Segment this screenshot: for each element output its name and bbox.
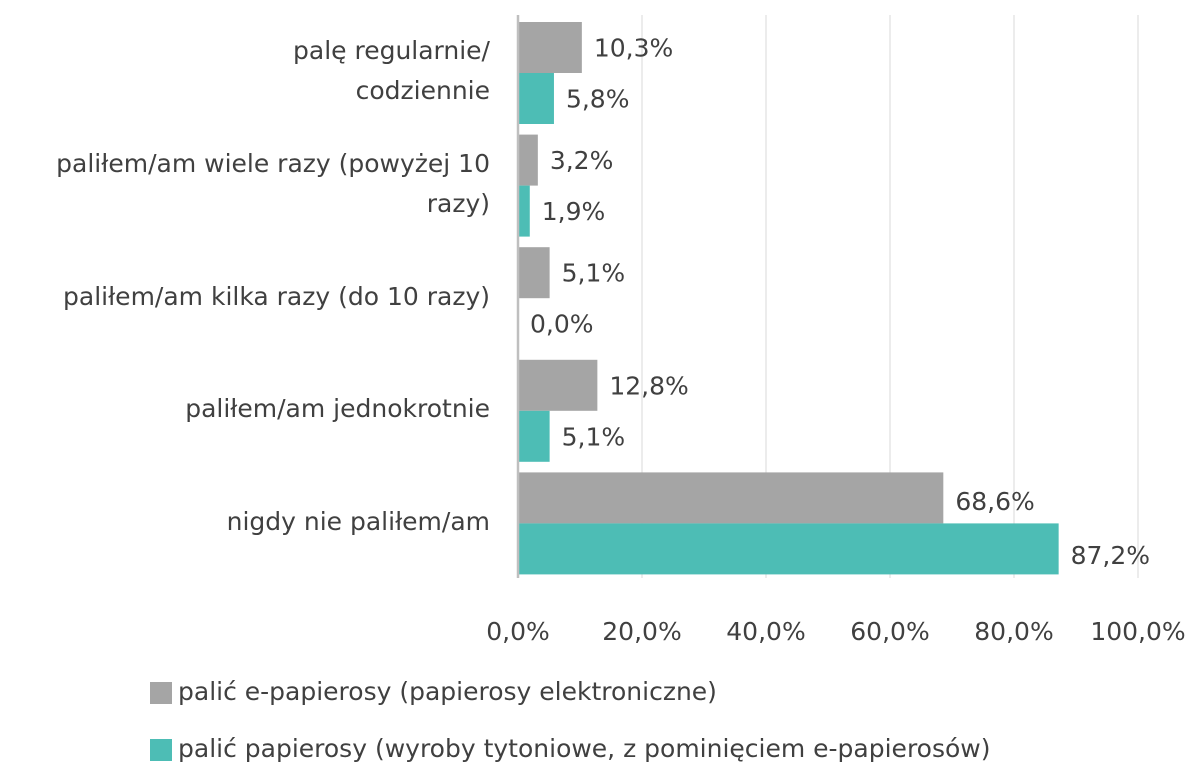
data-label: 87,2% <box>1071 541 1150 570</box>
y-tick-label: palę regularnie/ codziennie <box>293 36 490 106</box>
bar <box>518 472 944 524</box>
data-label: 5,1% <box>562 422 626 451</box>
legend-swatch <box>150 739 172 761</box>
x-tick-label: 80,0% <box>974 617 1053 646</box>
data-label: 12,8% <box>609 371 688 400</box>
bar <box>518 22 582 73</box>
data-label: 0,0% <box>530 310 594 339</box>
y-tick-label: paliłem/am kilka razy (do 10 razy) <box>63 281 490 311</box>
x-tick-label: 100,0% <box>1090 617 1185 646</box>
data-label: 5,8% <box>566 85 630 114</box>
data-label: 10,3% <box>594 34 673 63</box>
x-tick-label: 40,0% <box>726 617 805 646</box>
bar <box>518 410 550 462</box>
y-tick-label: nigdy nie paliłem/am <box>226 506 490 536</box>
x-tick-label: 60,0% <box>850 617 929 646</box>
bar <box>518 134 538 186</box>
bar <box>518 73 554 124</box>
legend-swatch <box>150 682 172 704</box>
x-tick-label: 20,0% <box>602 617 681 646</box>
bar <box>518 247 550 299</box>
data-label: 1,9% <box>542 197 606 226</box>
bar <box>518 359 598 411</box>
x-tick-label: 0,0% <box>486 617 550 646</box>
data-label: 68,6% <box>955 487 1034 516</box>
legend-label: palić papierosy (wyroby tytoniowe, z pom… <box>178 734 991 763</box>
data-label: 5,1% <box>562 259 626 288</box>
bar <box>518 185 530 237</box>
data-label: 3,2% <box>550 146 614 175</box>
y-tick-label: paliłem/am wiele razy (powyżej 10 razy) <box>56 148 490 218</box>
legend-label: palić e-papierosy (papierosy elektronicz… <box>178 677 717 706</box>
y-tick-label: paliłem/am jednokrotnie <box>185 394 490 424</box>
bar <box>518 523 1059 575</box>
